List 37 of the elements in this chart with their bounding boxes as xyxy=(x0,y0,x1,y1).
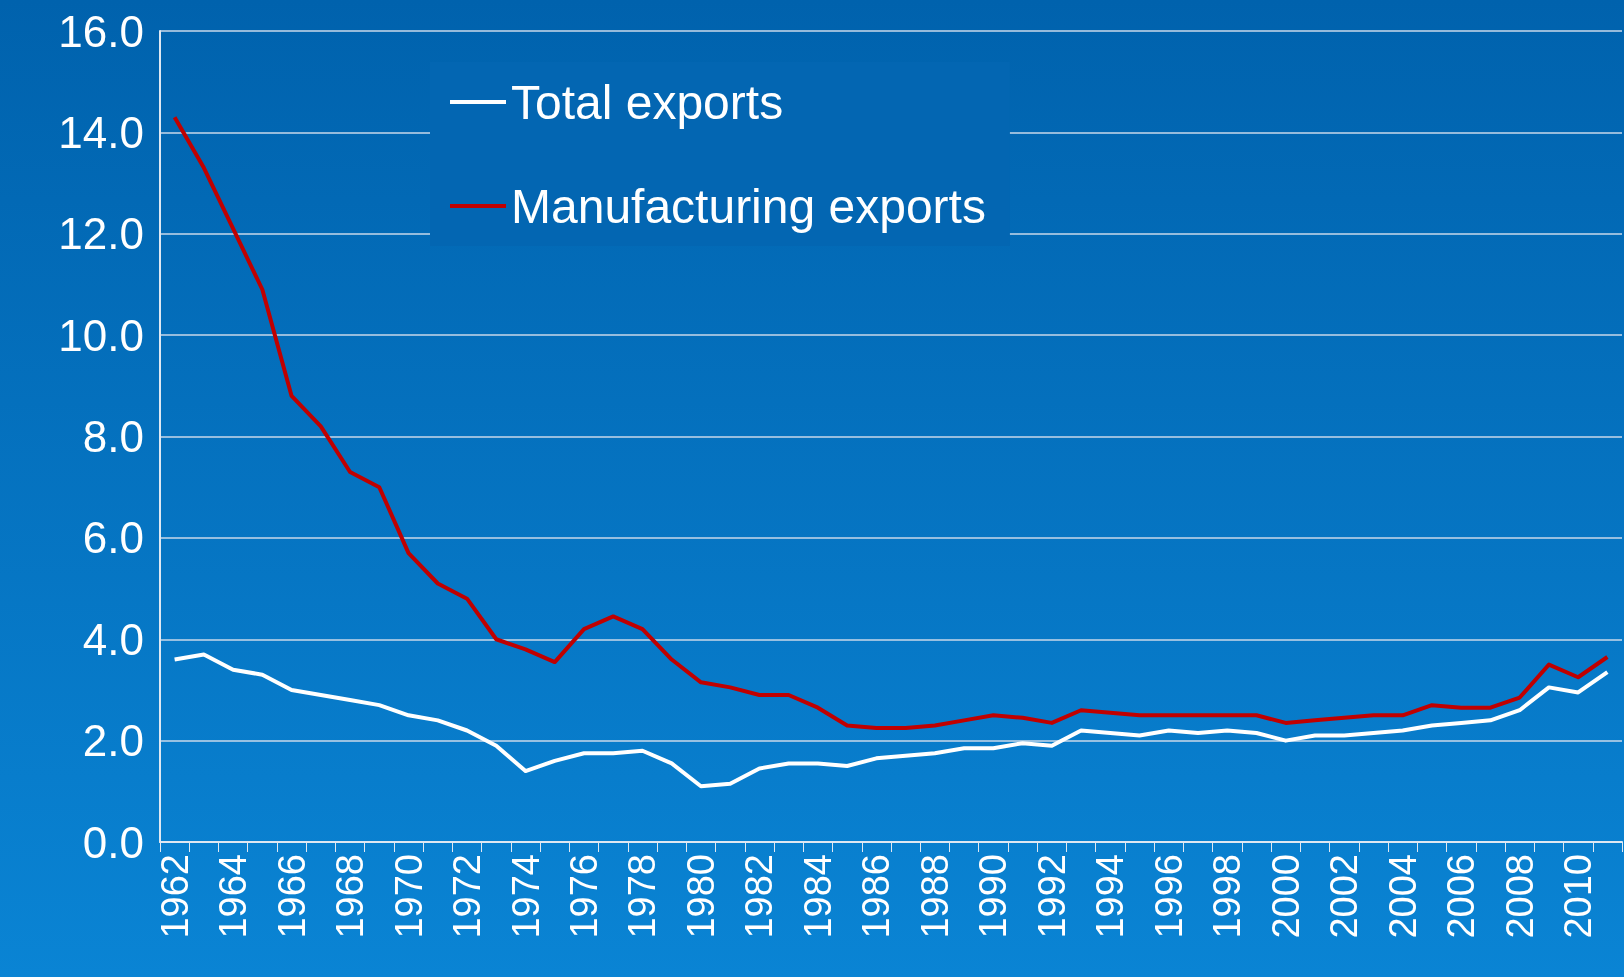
x-tick-label: 1972 xyxy=(446,854,489,939)
x-tick-label: 1970 xyxy=(387,854,430,939)
x-tick-label: 2006 xyxy=(1440,854,1483,939)
y-tick-label: 4.0 xyxy=(82,614,144,664)
x-tick-label: 1992 xyxy=(1030,854,1073,939)
x-tick-label: 1982 xyxy=(738,854,781,939)
y-tick-label: 6.0 xyxy=(82,513,144,563)
x-tick-label: 1974 xyxy=(504,854,547,939)
x-tick-label: 2000 xyxy=(1264,854,1307,939)
y-tick-label: 12.0 xyxy=(58,209,144,259)
x-tick-label: 2008 xyxy=(1498,854,1541,939)
y-tick-label: 0.0 xyxy=(82,817,144,867)
x-tick-label: 1998 xyxy=(1206,854,1249,939)
x-tick-label: 1988 xyxy=(913,854,956,939)
x-tick-label: 1976 xyxy=(562,854,605,939)
y-tick-label: 14.0 xyxy=(58,107,144,157)
legend-label: Total exports xyxy=(511,75,784,129)
x-tick-label: 1994 xyxy=(1089,854,1132,939)
x-tick-label: 1966 xyxy=(270,854,313,939)
x-tick-label: 1990 xyxy=(972,854,1015,939)
y-tick-label: 16.0 xyxy=(58,6,144,56)
x-tick-label: 1978 xyxy=(621,854,664,939)
x-tick-label: 2010 xyxy=(1557,854,1600,939)
x-tick-label: 1980 xyxy=(679,854,722,939)
x-tick-label: 2004 xyxy=(1381,854,1424,939)
x-tick-label: 1964 xyxy=(212,854,255,939)
x-tick-label: 1986 xyxy=(855,854,898,939)
x-tick-label: 1968 xyxy=(329,854,372,939)
line-series xyxy=(172,652,1610,789)
x-tick-label: 1984 xyxy=(796,854,839,939)
y-tick-label: 10.0 xyxy=(58,310,144,360)
x-tick-label: 2002 xyxy=(1323,854,1366,939)
y-tick-label: 2.0 xyxy=(82,716,144,766)
legend-label: Manufacturing exports xyxy=(511,179,986,233)
x-tick-label: 1962 xyxy=(153,854,196,939)
x-tick-label: 1996 xyxy=(1147,854,1190,939)
y-tick-label: 8.0 xyxy=(82,412,144,461)
